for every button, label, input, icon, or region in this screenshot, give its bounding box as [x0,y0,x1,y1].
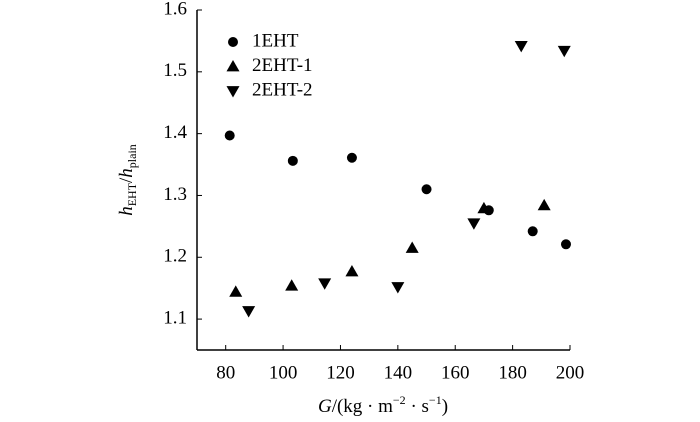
x-tick-label: 80 [216,362,235,383]
point [467,218,481,230]
point [287,155,298,166]
point [285,279,299,291]
y-label-part: h [116,206,137,216]
point [421,184,432,195]
x-axis-label: G/(kg · m−2 · s−1) [318,393,448,418]
x-label-part: ) [442,396,448,417]
x-label-part: G [318,396,332,417]
point [346,152,357,163]
y-label-part: plain [125,144,139,168]
y-tick-label: 1.1 [163,307,187,328]
x-label-part: /(kg · m [332,396,393,417]
x-tick-label: 120 [326,362,355,383]
y-tick-label: 1.2 [163,246,187,267]
point [224,130,235,141]
x-label-part: −2 [393,393,406,407]
legend-marker [226,60,240,72]
point [514,40,528,53]
y-tick-label: 1.4 [163,122,187,143]
x-tick-label: 180 [498,362,527,383]
point [477,201,491,214]
y-axis-label: hEHT/hplain [116,144,138,216]
x-tick-label: 100 [269,362,298,383]
point [242,306,256,318]
y-label-part: EHT [125,182,139,206]
x-tick-label: 140 [384,362,413,383]
x-tick-label: 160 [441,362,470,383]
point [345,264,359,277]
point [391,282,405,294]
point [318,278,332,290]
legend-label: 1EHT [252,30,299,51]
x-label-part: −1 [429,393,442,407]
y-tick-label: 1.6 [163,0,187,19]
point [229,285,243,297]
point [527,226,538,237]
x-tick-label: 200 [556,362,585,383]
y-tick-label: 1.5 [163,60,187,81]
point [405,241,419,253]
y-tick-label: 1.3 [163,184,187,205]
legend-label: 2EHT-1 [252,55,313,76]
legend-marker [228,37,238,47]
point [557,45,571,58]
y-label-part: h [116,168,137,178]
y-label-part: / [116,177,137,183]
legend-label: 2EHT-2 [252,79,313,100]
point [537,198,551,211]
legend-marker [226,86,240,98]
x-label-part: · s [406,396,429,417]
point [560,239,571,250]
